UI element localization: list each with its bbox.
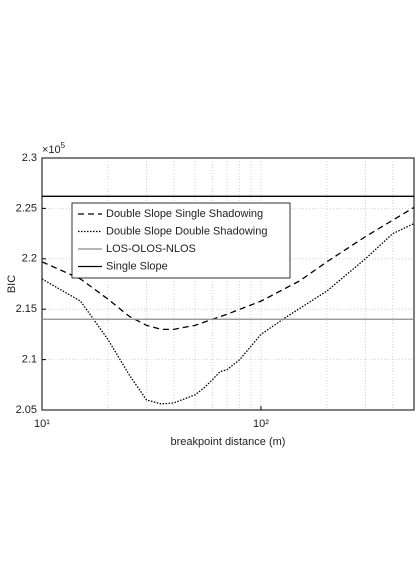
y-tick-label: 2.15 [16,303,37,315]
y-tick-label: 2.05 [16,404,37,416]
multiplier-base: ×10 [42,144,61,156]
y-multiplier: ×105 [42,141,66,156]
x-tick-label: 10² [253,418,269,430]
legend-box [71,202,291,279]
plot-frame [41,157,415,411]
y-tick-label: 2.25 [16,202,37,214]
y-axis-label: BIC [6,275,18,293]
y-tick-label: 2.1 [22,354,37,366]
multiplier-exponent: 5 [61,141,66,150]
series-line [41,206,415,331]
series-line [41,222,415,405]
x-axis-label: breakpoint distance (m) [171,436,286,448]
x-tick-label: 10¹ [34,418,50,430]
y-tick-label: 2.3 [22,152,37,164]
legend-label: LOS-OLOS-NLOS [106,243,196,255]
legend-label: Single Slope [106,260,168,272]
legend-label: Double Slope Double Shadowing [106,225,267,237]
legend-label: Double Slope Single Shadowing [106,208,263,220]
y-tick-label: 2.2 [22,253,37,265]
